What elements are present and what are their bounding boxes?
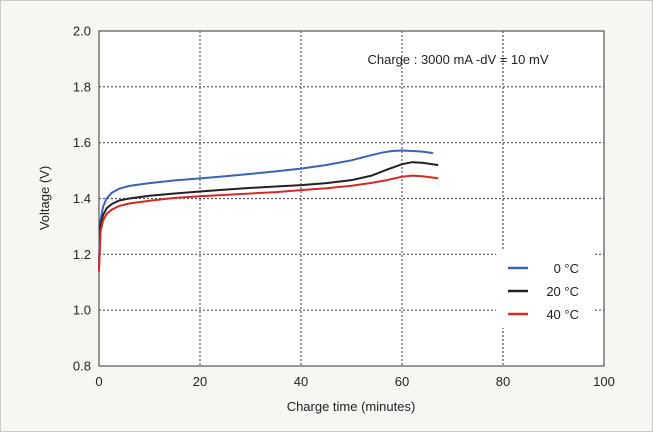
legend-label: 20 °C	[546, 284, 579, 299]
legend-label: 40 °C	[546, 307, 579, 322]
x-tick-label: 60	[395, 374, 409, 389]
y-axis-label: Voltage (V)	[37, 166, 52, 230]
x-tick-label: 20	[193, 374, 207, 389]
series-line-0	[98, 149, 434, 261]
legend-background	[496, 250, 594, 328]
y-tick-label: 1.4	[73, 191, 91, 206]
x-tick-label: 100	[593, 374, 615, 389]
y-tick-label: 2.0	[73, 24, 91, 39]
legend: 0 °C 20 °C 40 °C	[508, 261, 579, 322]
chart-annotation: Charge : 3000 mA -dV = 10 mV	[367, 52, 548, 67]
y-tick-label: 1.6	[73, 135, 91, 150]
y-tick-label: 1.0	[73, 303, 91, 318]
y-tick-label: 0.8	[73, 359, 91, 374]
x-tick-label: 0	[95, 374, 102, 389]
series-line-2	[98, 174, 439, 273]
tick-labels: 0 20 40 60 80 100 0.8 1.0 1.2 1.4 1.6 1.8 2.0	[73, 24, 615, 390]
legend-label: 0 °C	[554, 261, 579, 276]
series-line-1	[98, 161, 439, 270]
x-tick-label: 80	[496, 374, 510, 389]
x-axis-label: Charge time (minutes)	[287, 399, 416, 414]
series-lines	[98, 149, 439, 273]
y-tick-label: 1.8	[73, 79, 91, 94]
x-tick-label: 40	[294, 374, 308, 389]
grid	[99, 31, 604, 366]
y-tick-label: 1.2	[73, 247, 91, 262]
